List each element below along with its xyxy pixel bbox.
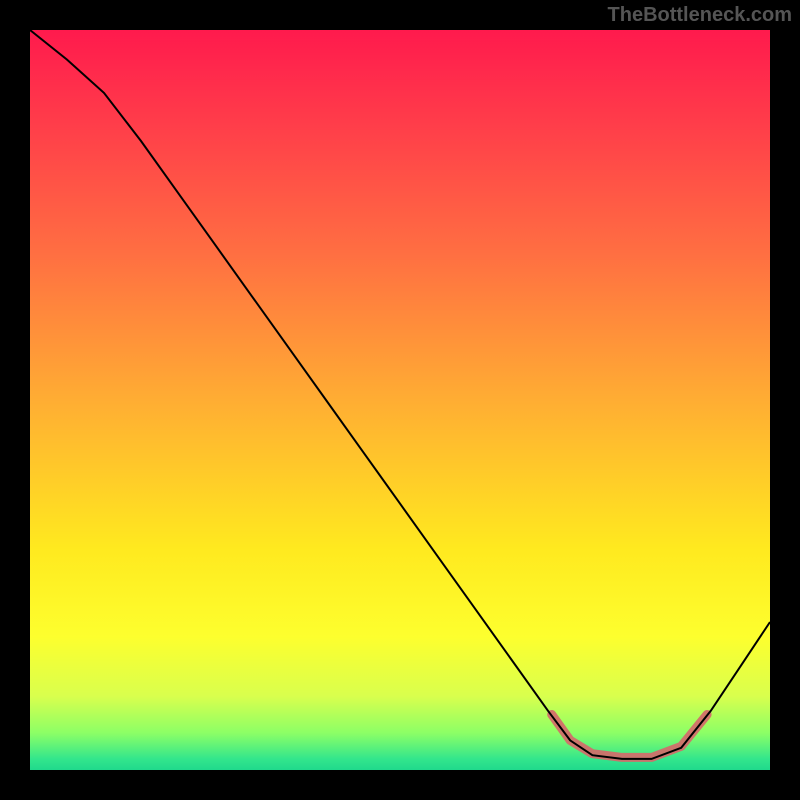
watermark-text: TheBottleneck.com xyxy=(608,4,792,27)
chart-stage: TheBottleneck.com xyxy=(0,0,800,800)
bottleneck-chart xyxy=(0,0,800,800)
